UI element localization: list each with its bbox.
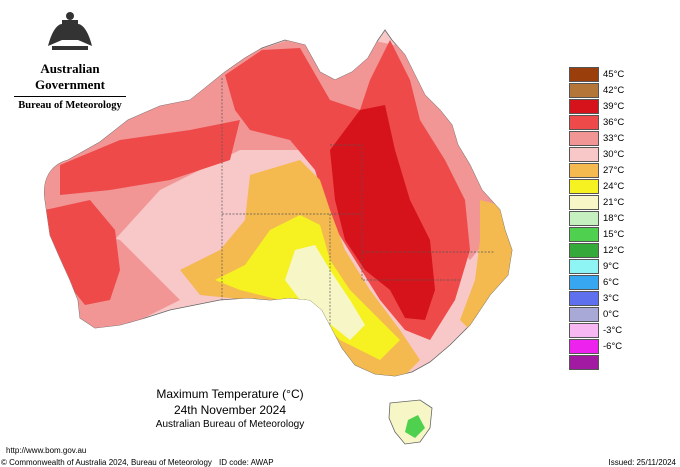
legend-label: 18°C [603, 213, 625, 225]
government-title: Australian Government [34, 61, 106, 92]
legend-label: 36°C [603, 117, 625, 129]
legend-row: -3°C [569, 323, 633, 339]
legend-row: 6°C [569, 275, 633, 291]
tasmania-zone-15c [405, 415, 425, 438]
legend-label: 45°C [603, 69, 625, 81]
legend-swatch [569, 355, 599, 371]
coat-of-arms-icon [48, 12, 92, 50]
legend-swatch [569, 195, 599, 211]
legend-label: 6°C [603, 277, 619, 289]
legend-swatch [569, 131, 599, 147]
legend-label: 27°C [603, 165, 625, 177]
legend-row: 36°C [569, 115, 633, 131]
website-url: http://www.bom.gov.au [6, 446, 87, 455]
legend-label: -3°C [603, 325, 623, 337]
legend-label: 15°C [603, 229, 625, 241]
map-title: Maximum Temperature (°C) [156, 387, 304, 401]
legend-row: -6°C [569, 339, 633, 355]
legend-label: 24°C [603, 181, 625, 193]
legend-label: -6°C [603, 341, 623, 353]
legend-swatch [569, 99, 599, 115]
state-borders [221, 78, 495, 325]
legend-swatch [569, 179, 599, 195]
legend-row: 27°C [569, 163, 633, 179]
legend-label: 3°C [603, 293, 619, 305]
legend-label: 39°C [603, 101, 625, 113]
legend-label: 12°C [603, 245, 625, 257]
legend-label: 33°C [603, 133, 625, 145]
footer-bar: © Commonwealth of Australia 2024, Bureau… [0, 456, 680, 467]
legend-row: 45°C [569, 67, 633, 83]
zone-21c-south [285, 245, 365, 340]
copyright-text: © Commonwealth of Australia 2024, Bureau… [1, 458, 212, 467]
legend-label: 30°C [603, 149, 625, 161]
legend-row: 18°C [569, 211, 633, 227]
legend-swatch [569, 243, 599, 259]
legend-row: 12°C [569, 243, 633, 259]
legend-row: 3°C [569, 291, 633, 307]
bureau-title: Bureau of Meteorology [18, 100, 122, 111]
legend-swatch [569, 339, 599, 355]
legend-swatch [569, 163, 599, 179]
legend-swatch [569, 259, 599, 275]
legend-row: 42°C [569, 83, 633, 99]
legend-swatch [569, 275, 599, 291]
legend-row: 24°C [569, 179, 633, 195]
legend-row: 9°C [569, 259, 633, 275]
legend-row: 15°C [569, 227, 633, 243]
legend-label: 42°C [603, 85, 625, 97]
legend-row [569, 355, 633, 371]
legend-row: 39°C [569, 99, 633, 115]
legend-swatch [569, 67, 599, 83]
id-code-text: ID code: AWAP [219, 458, 274, 467]
zone-39c-interior [330, 105, 435, 320]
map-organisation: Australian Bureau of Meteorology [155, 419, 305, 430]
legend-row: 0°C [569, 307, 633, 323]
legend-row: 30°C [569, 147, 633, 163]
legend-swatch [569, 147, 599, 163]
legend-swatch [569, 211, 599, 227]
temperature-legend: 45°C 42°C 39°C 36°C 33°C 30°C 27°C 24°C 21°C 18°C… [569, 67, 633, 371]
legend-row: 33°C [569, 131, 633, 147]
map-date: 24th November 2024 [173, 403, 287, 417]
legend-swatch [569, 115, 599, 131]
legend-row: 21°C [569, 195, 633, 211]
legend-label: 0°C [603, 309, 619, 321]
logo-divider [14, 96, 126, 97]
government-logo: Australian Government Bureau of Meteorol… [8, 10, 132, 111]
legend-swatch [569, 291, 599, 307]
issued-date-text: Issued: 25/11/2024 [608, 458, 676, 467]
legend-swatch [569, 307, 599, 323]
zone-36c-kimberley [60, 120, 240, 195]
map-caption: Maximum Temperature (°C) 24th November 2… [130, 386, 330, 432]
legend-swatch [569, 323, 599, 339]
legend-swatch [569, 83, 599, 99]
legend-label: 21°C [603, 197, 625, 209]
legend-swatch [569, 227, 599, 243]
legend-label: 9°C [603, 261, 619, 273]
zone-36c-pilbara [45, 200, 120, 305]
